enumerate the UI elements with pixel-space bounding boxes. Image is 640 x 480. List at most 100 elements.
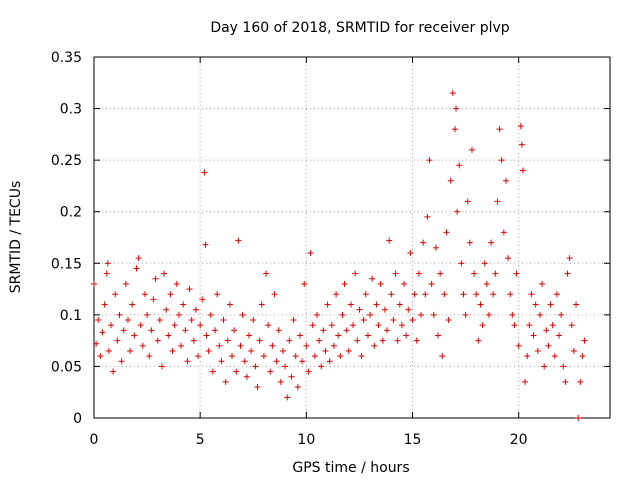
data-point xyxy=(97,353,104,360)
data-point xyxy=(150,296,157,303)
data-point xyxy=(464,198,471,205)
data-point xyxy=(99,329,106,336)
data-point xyxy=(254,384,261,391)
data-point xyxy=(316,337,323,344)
data-point xyxy=(144,311,151,318)
data-point xyxy=(161,270,168,277)
data-point xyxy=(428,280,435,287)
data-point xyxy=(432,244,439,251)
data-point xyxy=(309,322,316,329)
data-point xyxy=(218,358,225,365)
data-point xyxy=(188,317,195,324)
data-point xyxy=(122,280,129,287)
data-point xyxy=(547,301,554,308)
data-point xyxy=(449,90,456,97)
data-point xyxy=(398,322,405,329)
data-point xyxy=(528,291,535,298)
y-tick-label: 0.25 xyxy=(51,153,82,169)
data-point xyxy=(549,322,556,329)
data-point xyxy=(515,342,522,349)
data-point xyxy=(231,327,238,334)
data-point xyxy=(258,301,265,308)
data-point xyxy=(260,353,267,360)
data-point xyxy=(180,301,187,308)
data-point xyxy=(454,208,461,215)
data-point xyxy=(451,126,458,133)
data-point xyxy=(269,342,276,349)
data-point xyxy=(104,260,111,267)
data-point xyxy=(481,260,488,267)
data-point xyxy=(311,353,318,360)
data-point xyxy=(350,322,357,329)
data-point xyxy=(577,378,584,385)
data-point xyxy=(301,280,308,287)
data-point xyxy=(222,378,229,385)
data-point xyxy=(212,327,219,334)
y-axis-label: SRMTID / TECUs xyxy=(8,181,24,294)
data-point xyxy=(137,322,144,329)
data-point xyxy=(381,306,388,313)
data-point xyxy=(322,347,329,354)
data-point xyxy=(201,169,208,176)
x-axis-label: GPS time / hours xyxy=(292,460,409,476)
data-point xyxy=(386,237,393,244)
data-point xyxy=(116,311,123,318)
data-point xyxy=(364,332,371,339)
data-point xyxy=(205,347,212,354)
data-point xyxy=(233,368,240,375)
data-point xyxy=(424,213,431,220)
data-point xyxy=(466,239,473,246)
x-tick-label: 15 xyxy=(404,432,422,448)
data-point xyxy=(532,301,539,308)
data-point xyxy=(369,275,376,282)
data-point xyxy=(551,353,558,360)
data-point xyxy=(358,353,365,360)
data-point xyxy=(494,198,501,205)
data-point xyxy=(498,157,505,164)
data-point xyxy=(430,311,437,318)
data-point xyxy=(468,146,475,153)
data-point xyxy=(209,368,216,375)
data-point xyxy=(471,270,478,277)
data-point xyxy=(568,322,575,329)
data-point xyxy=(224,337,231,344)
plot-frame xyxy=(93,56,611,419)
data-point xyxy=(248,347,255,354)
data-point xyxy=(290,317,297,324)
data-point xyxy=(343,327,350,334)
data-point xyxy=(241,358,248,365)
data-point xyxy=(415,270,422,277)
data-point xyxy=(575,415,582,421)
data-point xyxy=(496,126,503,133)
data-point xyxy=(490,291,497,298)
data-point xyxy=(566,255,573,262)
y-tick-label: 0.05 xyxy=(51,359,82,375)
data-point xyxy=(229,353,236,360)
data-point xyxy=(313,311,320,318)
data-point xyxy=(337,353,344,360)
data-point xyxy=(154,337,161,344)
data-point xyxy=(405,306,412,313)
data-point xyxy=(250,317,257,324)
data-point xyxy=(192,306,199,313)
y-tick-label: 0.2 xyxy=(60,205,82,221)
data-point xyxy=(197,322,204,329)
data-point xyxy=(294,384,301,391)
data-point xyxy=(581,337,588,344)
data-point xyxy=(458,260,465,267)
data-point xyxy=(158,363,165,370)
data-point xyxy=(175,311,182,318)
data-point xyxy=(407,249,414,256)
data-point xyxy=(95,317,102,324)
data-point xyxy=(318,363,325,370)
y-tick-label: 0 xyxy=(73,411,82,427)
data-point xyxy=(392,270,399,277)
data-point xyxy=(91,280,97,287)
data-point xyxy=(165,332,172,339)
data-point xyxy=(182,327,189,334)
data-point xyxy=(216,342,223,349)
grid-lines xyxy=(94,57,610,418)
data-point xyxy=(163,306,170,313)
data-point xyxy=(519,167,526,174)
data-point xyxy=(401,280,408,287)
